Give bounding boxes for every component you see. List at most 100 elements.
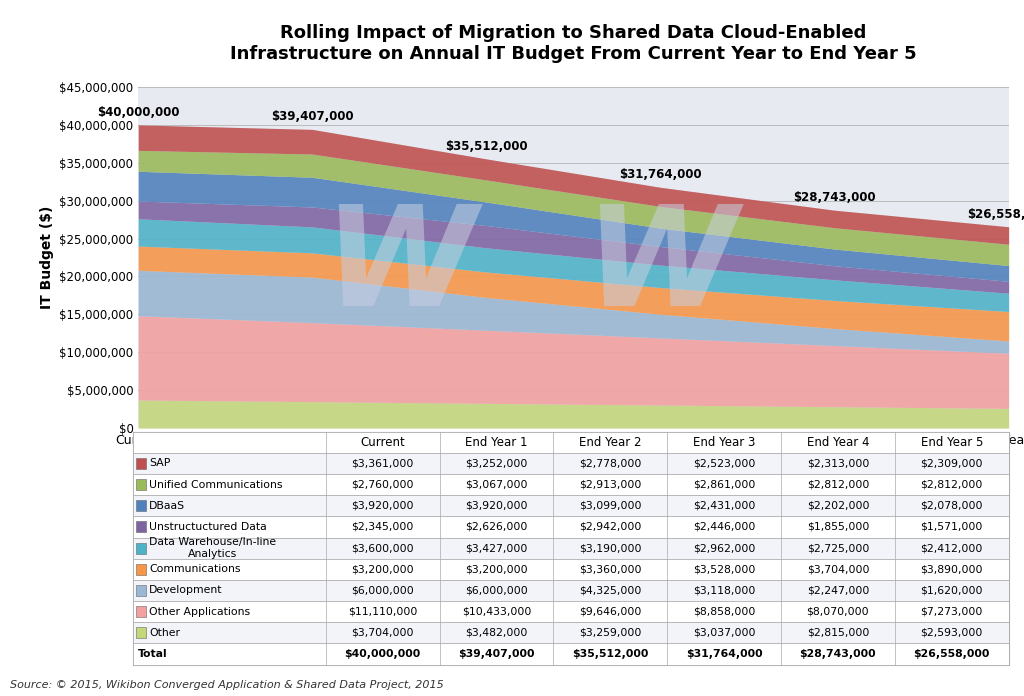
Text: $1,571,000: $1,571,000 xyxy=(921,522,983,532)
Text: $3,600,000: $3,600,000 xyxy=(351,543,414,553)
Bar xyxy=(133,580,1009,601)
Text: $40,000,000: $40,000,000 xyxy=(344,649,421,659)
Text: $2,962,000: $2,962,000 xyxy=(693,543,756,553)
Text: Other: Other xyxy=(148,628,180,638)
Bar xyxy=(133,432,1009,452)
Text: $2,593,000: $2,593,000 xyxy=(921,628,983,638)
Bar xyxy=(136,479,146,490)
Text: $2,412,000: $2,412,000 xyxy=(921,543,983,553)
Text: $3,118,000: $3,118,000 xyxy=(693,585,756,596)
Text: $3,890,000: $3,890,000 xyxy=(921,564,983,574)
Text: $2,431,000: $2,431,000 xyxy=(693,500,756,511)
Text: $3,704,000: $3,704,000 xyxy=(351,628,414,638)
Text: $26,558,000: $26,558,000 xyxy=(968,209,1024,221)
Text: $6,000,000: $6,000,000 xyxy=(351,585,414,596)
Text: $28,743,000: $28,743,000 xyxy=(800,649,877,659)
Text: $2,812,000: $2,812,000 xyxy=(921,480,983,489)
Text: $3,482,000: $3,482,000 xyxy=(465,628,527,638)
Text: $2,523,000: $2,523,000 xyxy=(693,458,756,468)
Bar xyxy=(136,606,146,617)
Text: $11,110,000: $11,110,000 xyxy=(348,607,418,617)
Bar xyxy=(136,627,146,638)
Text: Communications: Communications xyxy=(148,564,241,574)
Text: $40,000,000: $40,000,000 xyxy=(97,106,179,119)
Text: $31,764,000: $31,764,000 xyxy=(620,168,701,181)
Text: $1,620,000: $1,620,000 xyxy=(921,585,983,596)
Text: $2,345,000: $2,345,000 xyxy=(351,522,414,532)
Text: $3,067,000: $3,067,000 xyxy=(465,480,527,489)
Text: $39,407,000: $39,407,000 xyxy=(458,649,535,659)
Text: $28,743,000: $28,743,000 xyxy=(794,191,876,204)
Bar xyxy=(136,543,146,553)
Text: $2,202,000: $2,202,000 xyxy=(807,500,869,511)
Text: $2,942,000: $2,942,000 xyxy=(580,522,641,532)
Text: W: W xyxy=(584,200,737,335)
Bar xyxy=(133,644,1009,665)
Text: $3,361,000: $3,361,000 xyxy=(351,458,414,468)
Text: $31,764,000: $31,764,000 xyxy=(686,649,763,659)
Text: $3,099,000: $3,099,000 xyxy=(579,500,641,511)
Text: $3,252,000: $3,252,000 xyxy=(465,458,527,468)
Text: Development: Development xyxy=(148,585,222,596)
Bar xyxy=(136,521,146,532)
Text: Source: © 2015, Wikibon Converged Application & Shared Data Project, 2015: Source: © 2015, Wikibon Converged Applic… xyxy=(10,681,444,690)
Text: $10,433,000: $10,433,000 xyxy=(462,607,531,617)
Text: $35,512,000: $35,512,000 xyxy=(445,140,527,153)
Text: $3,360,000: $3,360,000 xyxy=(579,564,641,574)
Text: $2,778,000: $2,778,000 xyxy=(580,458,641,468)
Text: Unified Communications: Unified Communications xyxy=(148,480,283,489)
Text: $2,812,000: $2,812,000 xyxy=(807,480,869,489)
Text: $3,704,000: $3,704,000 xyxy=(807,564,869,574)
Text: $8,858,000: $8,858,000 xyxy=(693,607,756,617)
Bar xyxy=(133,452,1009,474)
Text: End Year 1: End Year 1 xyxy=(465,436,527,449)
Text: $9,646,000: $9,646,000 xyxy=(580,607,641,617)
Text: $6,000,000: $6,000,000 xyxy=(465,585,527,596)
Text: End Year 5: End Year 5 xyxy=(921,436,983,449)
Text: End Year 2: End Year 2 xyxy=(579,436,641,449)
Text: $2,078,000: $2,078,000 xyxy=(921,500,983,511)
Text: $8,070,000: $8,070,000 xyxy=(807,607,869,617)
Text: $7,273,000: $7,273,000 xyxy=(921,607,983,617)
Text: $3,528,000: $3,528,000 xyxy=(693,564,756,574)
Text: $1,855,000: $1,855,000 xyxy=(807,522,869,532)
Text: $2,626,000: $2,626,000 xyxy=(465,522,527,532)
Text: Total: Total xyxy=(137,649,167,659)
Bar xyxy=(133,622,1009,644)
Text: $2,446,000: $2,446,000 xyxy=(693,522,756,532)
Text: W: W xyxy=(323,200,476,335)
Text: $2,760,000: $2,760,000 xyxy=(351,480,414,489)
Bar xyxy=(133,495,1009,516)
Bar xyxy=(136,500,146,512)
Bar xyxy=(133,474,1009,495)
Text: End Year 3: End Year 3 xyxy=(693,436,756,449)
Bar xyxy=(133,559,1009,580)
Text: SAP: SAP xyxy=(148,458,170,468)
Bar xyxy=(133,601,1009,622)
Text: End Year 4: End Year 4 xyxy=(807,436,869,449)
Text: $3,427,000: $3,427,000 xyxy=(465,543,527,553)
Text: $3,200,000: $3,200,000 xyxy=(465,564,527,574)
Bar xyxy=(136,564,146,575)
Text: Other Applications: Other Applications xyxy=(148,607,250,617)
Text: $2,913,000: $2,913,000 xyxy=(580,480,641,489)
Text: Rolling Impact of Migration to Shared Data Cloud-Enabled
Infrastructure on Annua: Rolling Impact of Migration to Shared Da… xyxy=(230,24,916,63)
Text: $3,920,000: $3,920,000 xyxy=(465,500,527,511)
Y-axis label: IT Budget ($): IT Budget ($) xyxy=(40,206,53,309)
Text: $2,309,000: $2,309,000 xyxy=(921,458,983,468)
Text: $3,190,000: $3,190,000 xyxy=(579,543,641,553)
Text: $2,313,000: $2,313,000 xyxy=(807,458,869,468)
Text: $2,815,000: $2,815,000 xyxy=(807,628,869,638)
Text: Data Warehouse/In-line
Analytics: Data Warehouse/In-line Analytics xyxy=(148,537,276,559)
Bar xyxy=(133,537,1009,559)
Text: $2,247,000: $2,247,000 xyxy=(807,585,869,596)
Text: $2,861,000: $2,861,000 xyxy=(693,480,756,489)
Text: $3,259,000: $3,259,000 xyxy=(580,628,641,638)
Text: $2,725,000: $2,725,000 xyxy=(807,543,869,553)
Bar xyxy=(133,516,1009,537)
Text: $26,558,000: $26,558,000 xyxy=(913,649,990,659)
Bar xyxy=(136,585,146,596)
Text: $39,407,000: $39,407,000 xyxy=(271,111,353,123)
Bar xyxy=(136,458,146,469)
Text: $3,200,000: $3,200,000 xyxy=(351,564,414,574)
